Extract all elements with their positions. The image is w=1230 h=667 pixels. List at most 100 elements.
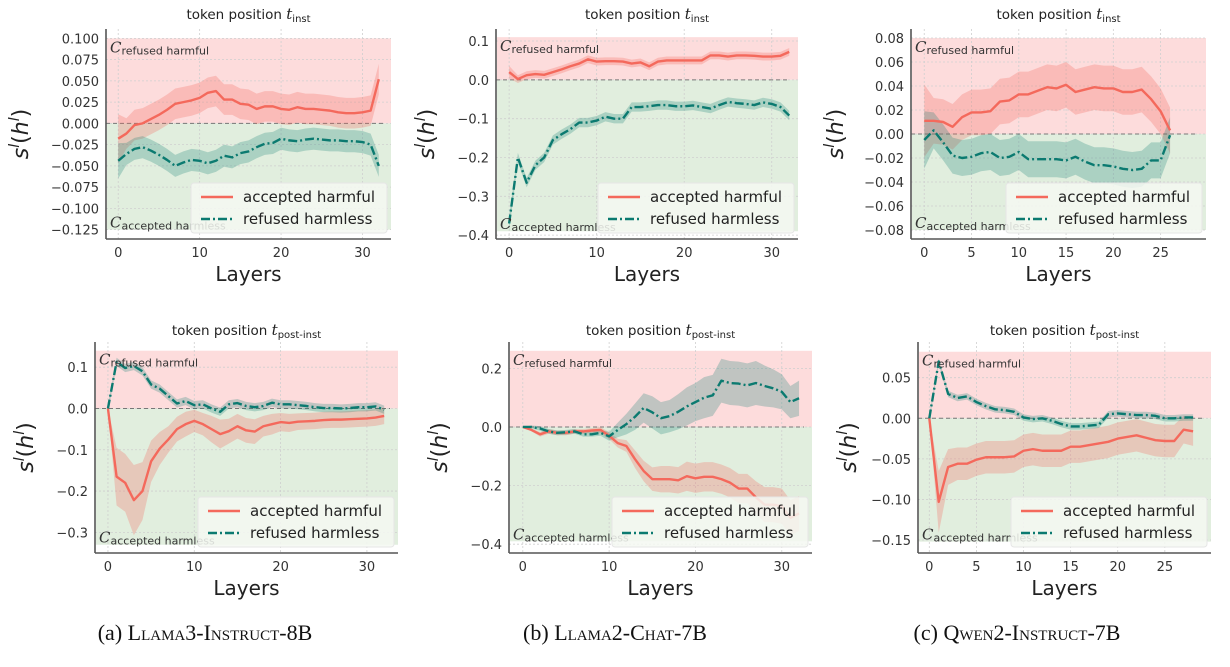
ylabel-base: s — [415, 148, 440, 159]
ylabel-paren: ( — [415, 135, 440, 144]
y-tick-label: −0.2 — [56, 485, 88, 500]
legend-label: accepted harmful — [243, 188, 375, 206]
x-tick-label: 0 — [925, 560, 933, 575]
legend-label: refused harmless — [1058, 210, 1188, 228]
y-tick-label: −0.05 — [871, 453, 911, 468]
y-tick-label: −0.4 — [457, 229, 489, 244]
x-tick-label: 10 — [588, 246, 605, 261]
x-tick-label: 10 — [1015, 560, 1032, 575]
accepted-harmful-band — [107, 407, 385, 536]
y-tick-label: −0.02 — [864, 152, 904, 167]
y-tick-label: −0.15 — [871, 534, 911, 549]
legend: accepted harmful refused harmless — [611, 496, 809, 548]
ylabel-sup: l — [413, 117, 429, 121]
region-name: refused harmful — [121, 44, 209, 57]
ylabel-paren: ( — [9, 135, 34, 144]
refused-harmless-band — [522, 358, 800, 441]
refused-harmful-region-label: Crefused harmful — [922, 352, 1021, 371]
legend-label: refused harmless — [243, 210, 373, 228]
caption-label: (a) — [97, 620, 123, 645]
refused-harmful-region-label: Crefused harmful — [915, 38, 1014, 57]
y-axis-label: sl(hl) — [426, 422, 453, 472]
ylabel-base: s — [9, 148, 34, 159]
title-symbol: t — [286, 5, 293, 23]
ylabel-arg: h — [837, 435, 862, 449]
ylabel-paren: ( — [824, 135, 849, 144]
x-axis-label: Layers — [1025, 262, 1091, 286]
y-tick-label: 0.000 — [62, 117, 99, 132]
accepted-harmful-band — [118, 63, 379, 164]
refused-harmless-band — [118, 127, 379, 179]
refused-harmless-line — [507, 100, 791, 224]
y-tick-label: −0.04 — [864, 176, 904, 191]
y-tick-label: 0.00 — [882, 412, 911, 427]
x-tick-label: 30 — [354, 246, 371, 261]
refused-harmful-region-label: Crefused harmful — [110, 38, 209, 57]
region-name: refused harmful — [933, 358, 1021, 371]
y-axis-label: sl(hl) — [12, 422, 39, 472]
legend: accepted harmful refused harmless — [1005, 182, 1203, 234]
title-symbol: t — [1096, 5, 1103, 23]
ylabel-sup: l — [835, 457, 851, 461]
region-symbol: C — [513, 525, 525, 543]
legend-label: accepted harmful — [1063, 502, 1195, 520]
y-tick-label: −0.06 — [864, 200, 904, 215]
region-name: accepted harmless — [524, 531, 628, 544]
ylabel-paren: ) — [428, 422, 453, 431]
legend-label: accepted harmful — [664, 502, 796, 520]
x-tick-label: 5 — [967, 246, 975, 261]
y-tick-label: 0.0 — [67, 402, 88, 417]
title-symbol: t — [1090, 321, 1097, 339]
ylabel-arg: h — [14, 435, 39, 449]
y-tick-label: 0.00 — [875, 128, 904, 143]
y-tick-label: 0.0 — [481, 421, 502, 436]
y-tick-label: −0.08 — [864, 224, 904, 239]
title-symbol: t — [272, 321, 279, 339]
subplot-title: token position tinst — [585, 5, 709, 25]
region-name: accepted harmless — [110, 535, 214, 548]
ylabel-paren: ) — [824, 109, 849, 118]
ylabel-paren: ) — [9, 109, 34, 118]
subplot-title: token position tinst — [186, 5, 310, 25]
region-symbol: C — [110, 214, 122, 232]
region-symbol: C — [915, 214, 927, 232]
accepted-harmful-band — [924, 62, 1171, 158]
title-subscript: post-inst — [1096, 330, 1140, 341]
x-tick-label: 0 — [104, 560, 112, 575]
x-tick-label: 15 — [1062, 560, 1079, 575]
x-tick-label: 30 — [774, 560, 791, 575]
refused-harmless-band — [929, 358, 1194, 430]
ylabel-sup: l — [12, 431, 28, 435]
y-tick-label: −0.050 — [51, 160, 99, 175]
ylabel-sup: l — [426, 457, 442, 461]
accepted-harmless-region-label: Caccepted harmless — [500, 215, 616, 234]
caption-model: Llama3-Instruct-8B — [127, 620, 313, 645]
ylabel-paren: ) — [415, 109, 440, 118]
x-tick-label: 10 — [1011, 246, 1028, 261]
ylabel-base: s — [824, 148, 849, 159]
region-name: refused harmful — [524, 357, 612, 370]
legend-box — [597, 182, 795, 234]
refused-harmful-region-label: Crefused harmful — [500, 37, 599, 56]
y-tick-label: 0.100 — [62, 32, 99, 47]
y-tick-label: 0.05 — [882, 372, 911, 387]
caption-model: Qwen2-Instruct-7B — [943, 620, 1121, 645]
caption-model: Llama2-Chat-7B — [554, 620, 707, 645]
ylabel-sup: l — [426, 431, 442, 435]
y-tick-label: −0.2 — [457, 151, 489, 166]
x-axis-label: Layers — [213, 576, 279, 600]
title-subscript: post-inst — [692, 330, 736, 341]
legend: accepted harmful refused harmless — [190, 182, 388, 234]
legend-label: refused harmless — [250, 524, 380, 542]
refused-harmful-region-label: Crefused harmful — [99, 351, 198, 370]
x-tick-label: 20 — [272, 560, 289, 575]
refused-harmless-band — [107, 357, 385, 416]
y-tick-label: −0.1 — [457, 113, 489, 128]
legend: accepted harmful refused harmless — [197, 496, 395, 548]
x-tick-label: 15 — [1058, 246, 1075, 261]
y-tick-label: 0.0 — [468, 74, 489, 89]
